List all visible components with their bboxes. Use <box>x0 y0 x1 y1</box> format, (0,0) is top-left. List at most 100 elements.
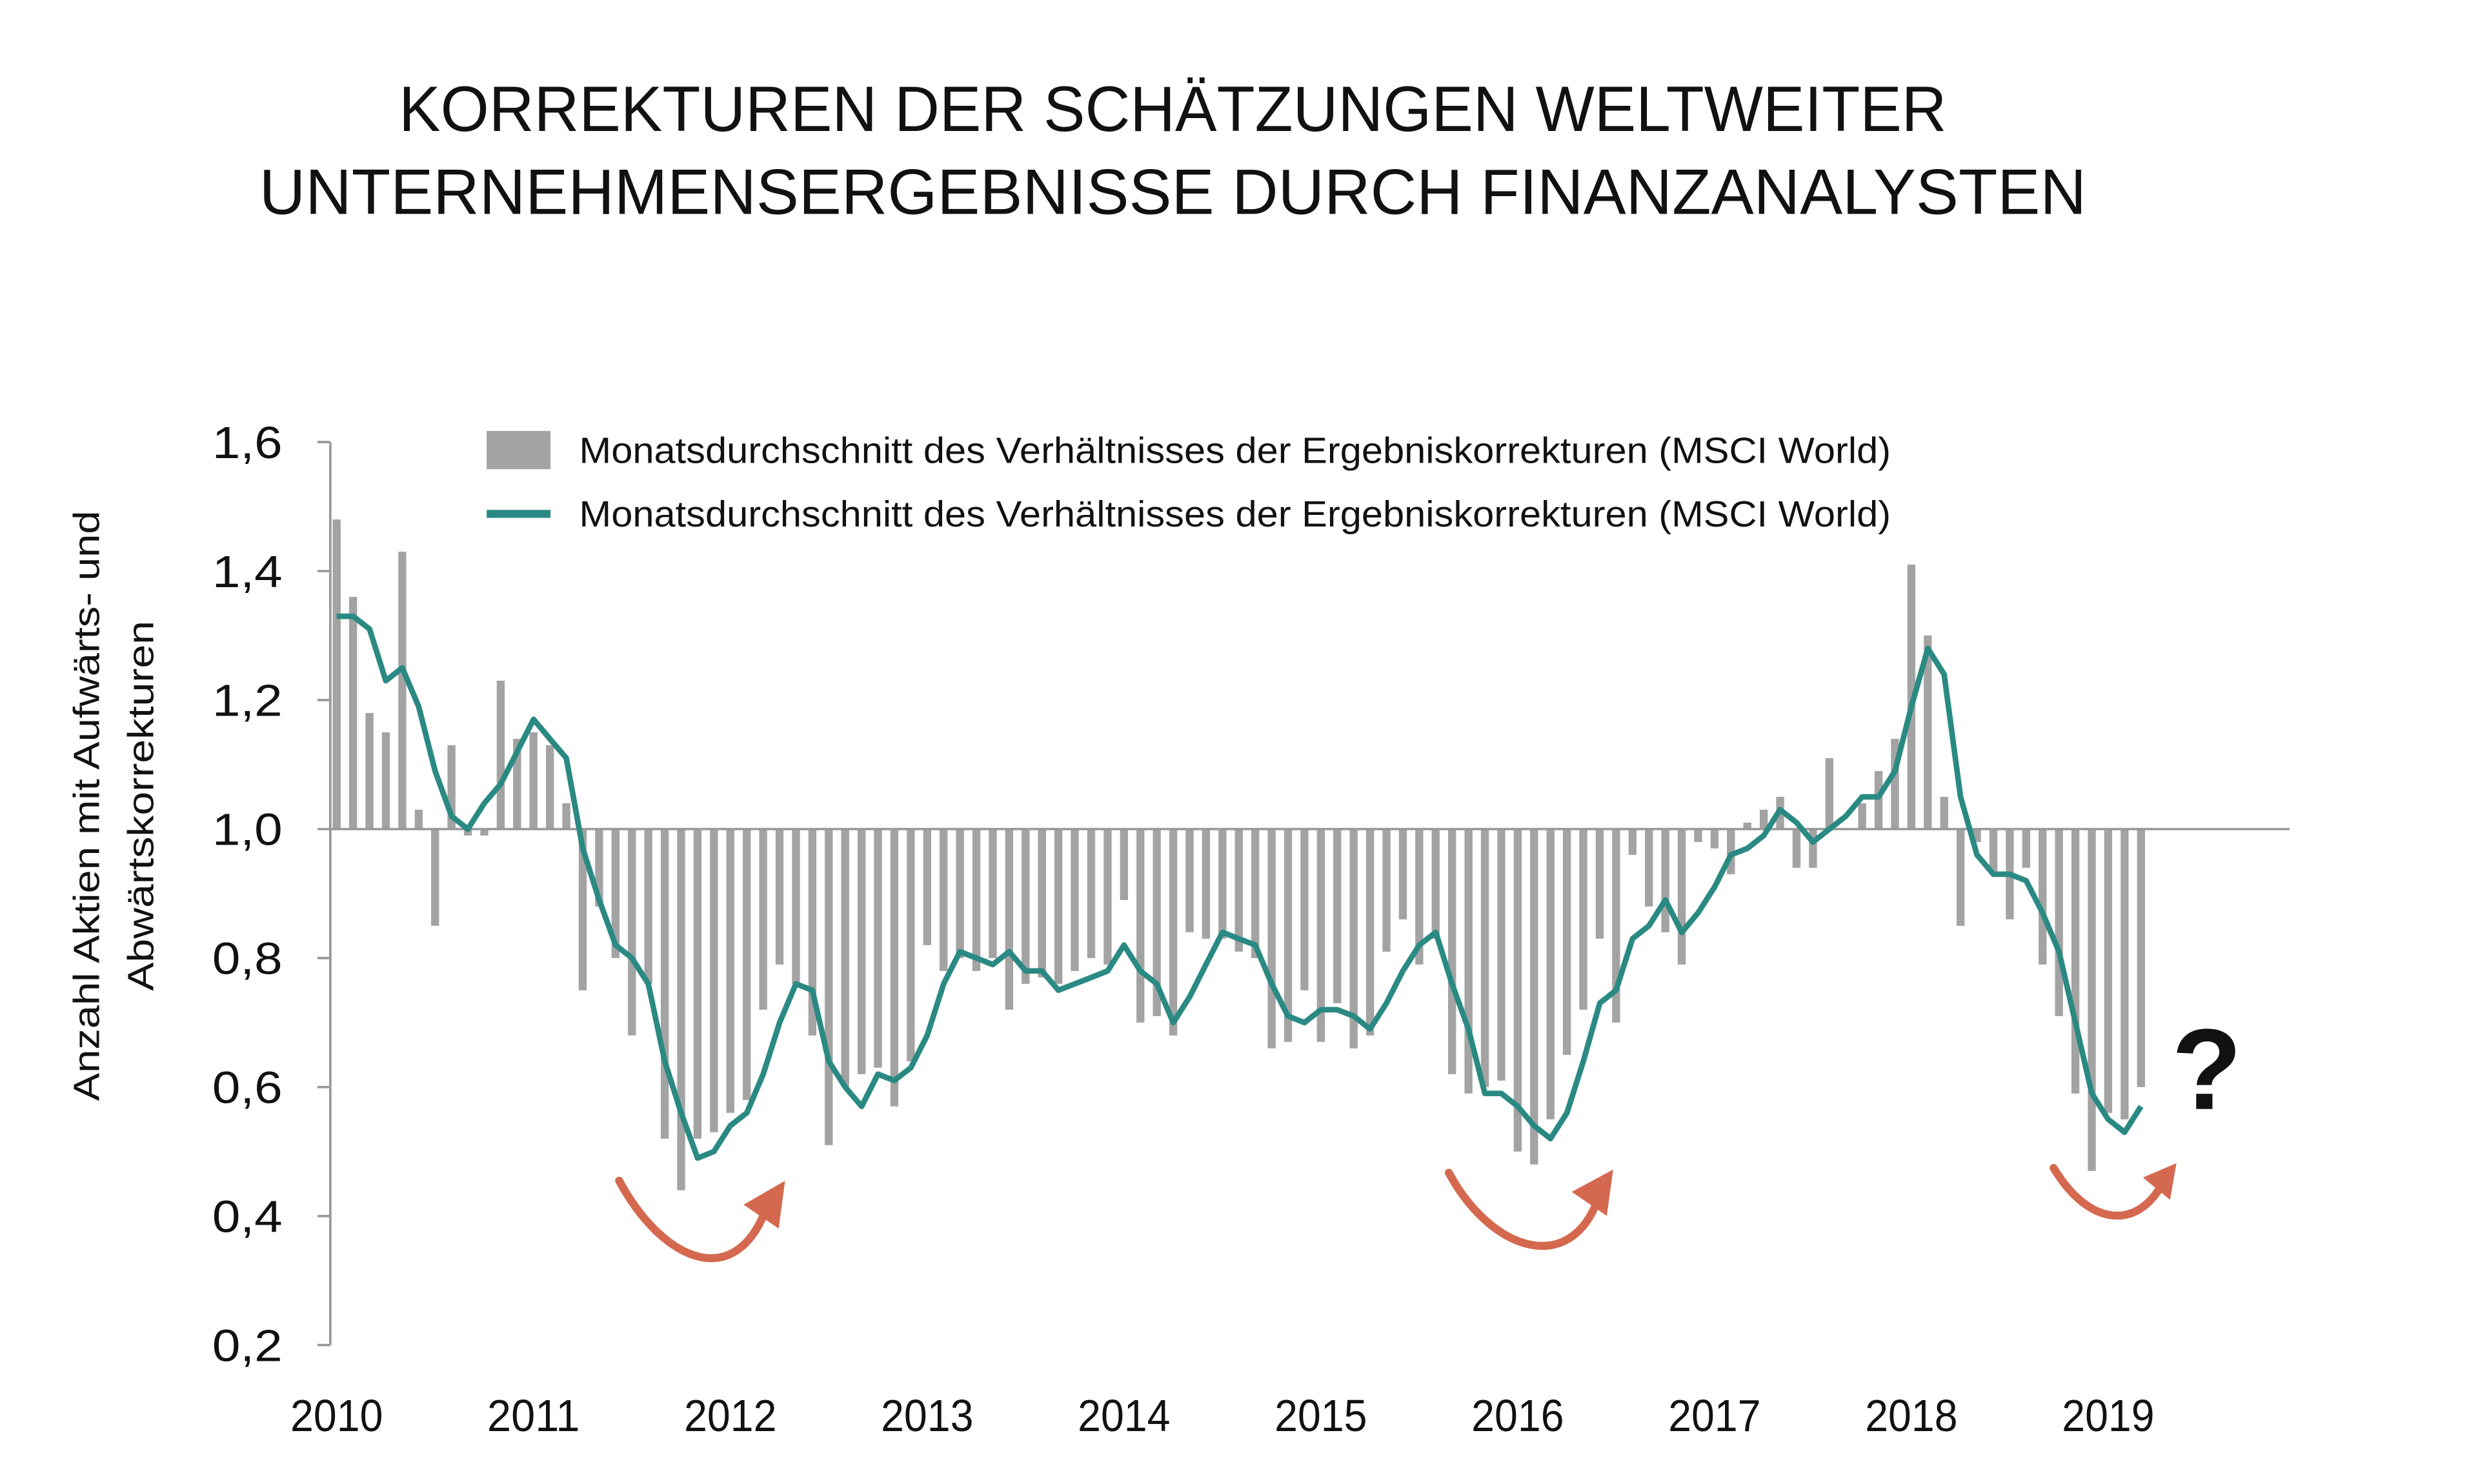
bar <box>348 597 358 829</box>
bar <box>1382 828 1391 952</box>
bar <box>1234 828 1243 952</box>
bar <box>480 828 489 836</box>
bar <box>1825 757 1834 829</box>
bar <box>1645 828 1653 907</box>
bar <box>792 828 800 984</box>
bar <box>972 828 981 971</box>
bar <box>2088 828 2096 1171</box>
bar <box>1612 828 1620 1023</box>
bar <box>1480 828 1489 1087</box>
bar <box>940 828 948 971</box>
y-tick-label: 1,0 <box>212 805 283 855</box>
bar <box>1005 828 1014 1010</box>
legend-label: Monatsdurchschnitt des Verhältnisses der… <box>579 494 1891 535</box>
bar <box>2137 828 2145 1087</box>
bar <box>1136 828 1145 1023</box>
bar <box>1333 828 1342 1003</box>
bar <box>890 828 899 1107</box>
bar <box>2055 828 2063 1016</box>
arrow <box>1444 1168 1603 1250</box>
bar <box>1628 828 1637 855</box>
bar <box>1365 828 1375 1036</box>
bar <box>841 828 849 1087</box>
bar <box>611 828 620 958</box>
bar <box>1071 828 1079 971</box>
bar <box>1858 803 1866 829</box>
bar <box>431 828 439 926</box>
bar <box>1022 828 1030 984</box>
x-tick-label: 2012 <box>684 1390 776 1441</box>
y-axis-label: Anzahl Aktien mit Aufwärts- und <box>66 510 107 1101</box>
bar <box>1956 828 1965 926</box>
bar <box>710 828 718 1132</box>
bar <box>1103 828 1112 965</box>
bar <box>562 803 570 829</box>
bar <box>1038 828 1046 978</box>
bar <box>365 712 374 829</box>
y-tick-label: 1,2 <box>212 676 283 726</box>
bar <box>874 828 882 1068</box>
bar <box>2039 828 2047 965</box>
bar <box>1448 828 1456 1074</box>
bar <box>1595 828 1604 939</box>
bar <box>1546 828 1555 1119</box>
bar <box>1579 828 1587 1010</box>
x-tick-label: 2018 <box>1865 1390 1957 1441</box>
bar <box>496 681 505 829</box>
bar <box>628 828 636 1036</box>
annotation: ? <box>2171 1005 2242 1134</box>
bar <box>2022 828 2031 868</box>
legend-swatch <box>487 430 551 470</box>
x-tick-label: 2010 <box>290 1390 383 1441</box>
bar <box>1300 828 1309 990</box>
bar <box>1513 828 1522 1152</box>
chart-title: KORREKTUREN DER SCHÄTZUNGEN WELTWEITER <box>399 73 1946 145</box>
bar <box>1940 796 1948 829</box>
bar <box>1054 828 1063 984</box>
bar <box>759 828 767 1010</box>
bar <box>1316 828 1325 1042</box>
bar <box>1284 828 1293 1042</box>
y-tick-label: 0,6 <box>212 1063 283 1113</box>
line <box>336 613 2144 1161</box>
bar <box>414 809 423 829</box>
bar <box>1924 636 1932 829</box>
bar <box>1169 828 1178 1036</box>
bar <box>1743 822 1751 829</box>
arrows <box>615 1164 2166 1263</box>
bar <box>1497 828 1506 1081</box>
bar <box>398 552 407 829</box>
bar <box>857 828 866 1074</box>
bar <box>1759 809 1768 829</box>
bar <box>1874 770 1883 829</box>
bar <box>743 828 751 1100</box>
bar <box>463 828 472 836</box>
x-tick-label: 2017 <box>1668 1390 1760 1441</box>
bar <box>1710 828 1719 848</box>
arrowheads <box>743 1163 2177 1229</box>
bar <box>1464 828 1473 1094</box>
bar <box>907 828 915 1061</box>
y-tick-label: 1,6 <box>212 417 283 468</box>
bar <box>677 828 685 1190</box>
x-tick-label: 2014 <box>1078 1390 1170 1441</box>
bar <box>808 828 817 1036</box>
bar <box>1431 828 1440 939</box>
bar <box>2071 828 2080 1094</box>
bar <box>1120 828 1129 900</box>
bar <box>1398 828 1407 919</box>
bar <box>660 828 669 1139</box>
bar <box>1989 828 1998 874</box>
bar <box>1349 828 1358 1048</box>
arrowhead <box>2142 1163 2177 1200</box>
bar <box>1530 828 1538 1165</box>
y-axis-label: Abwärtskorrekturen <box>121 621 161 991</box>
bar <box>693 828 702 1139</box>
x-tick-label: 2015 <box>1274 1390 1367 1441</box>
bar <box>775 828 784 965</box>
legend-label: Monatsdurchschnitt des Verhältnisses der… <box>579 430 1891 471</box>
bar <box>956 828 964 958</box>
bar <box>529 732 538 829</box>
bar <box>1153 828 1161 1016</box>
